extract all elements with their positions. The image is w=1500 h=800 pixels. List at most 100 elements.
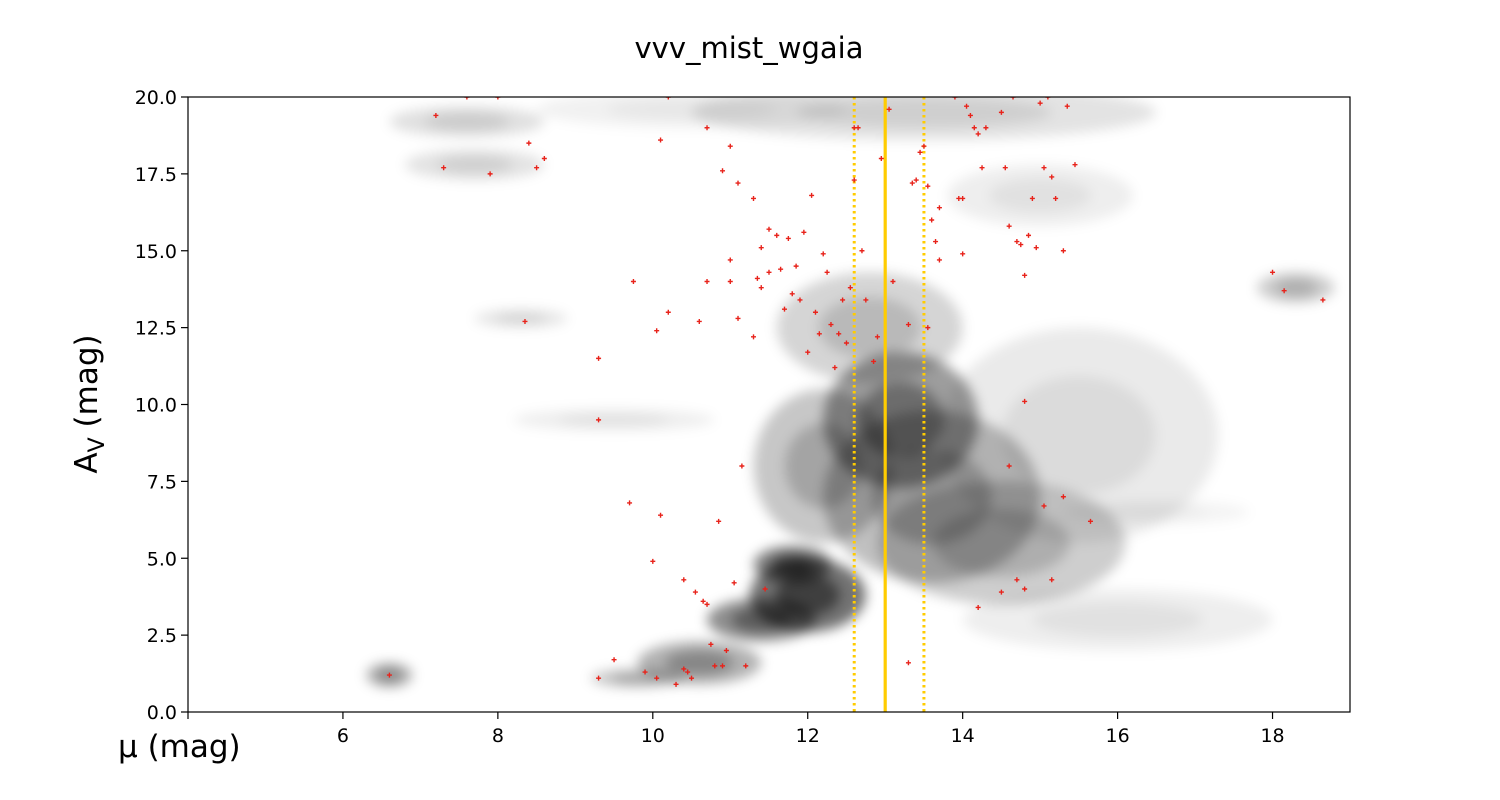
data-point-38: [720, 663, 726, 669]
data-point-70: [824, 269, 830, 275]
data-point-134: [905, 660, 911, 666]
data-point-48: [743, 663, 749, 669]
data-point-85: [905, 322, 911, 328]
data-point-135: [1270, 269, 1276, 275]
y-axis-label: AV (mag): [69, 334, 110, 473]
density-core-17: [1274, 279, 1318, 297]
density-core-21: [1105, 505, 1207, 519]
data-point-75: [843, 340, 849, 346]
y-tick-label-6: 15.0: [135, 241, 177, 263]
data-point-17: [650, 558, 656, 564]
data-point-114: [1029, 195, 1035, 201]
density-core-16: [558, 413, 670, 426]
y-tick-label-3: 7.5: [147, 471, 177, 493]
data-point-29: [692, 589, 698, 595]
data-point-104: [979, 165, 985, 171]
data-point-65: [805, 349, 811, 355]
data-point-1: [433, 112, 439, 118]
y-axis-label-main: A: [69, 452, 105, 473]
data-point-128: [1049, 577, 1055, 583]
y-axis-label-sub: V: [85, 437, 110, 452]
data-point-83: [878, 156, 884, 161]
y-axis-label-unit: (mag): [69, 334, 105, 437]
data-point-39: [720, 168, 726, 174]
data-point-40: [723, 648, 729, 653]
data-point-57: [774, 232, 780, 238]
data-point-82: [874, 334, 880, 340]
data-point-62: [793, 263, 799, 269]
data-point-33: [704, 279, 710, 284]
y-axis: 0.0 2.5 5.0 7.5 10.0 12.5 15.0 17.5 20.0: [135, 87, 188, 724]
data-point-80: [863, 297, 869, 303]
data-point-18: [654, 675, 660, 681]
data-point-93: [933, 239, 939, 245]
data-point-52: [758, 245, 764, 251]
density-core-2: [731, 607, 792, 632]
data-point-27: [685, 669, 691, 675]
data-point-73: [836, 331, 842, 337]
x-tick-label-4: 12: [796, 725, 820, 747]
x-tick-label-7: 18: [1260, 725, 1284, 747]
data-point-87: [913, 177, 919, 183]
data-point-0: [386, 672, 392, 678]
y-tick-label-0: 0.0: [147, 702, 177, 724]
data-point-117: [1041, 165, 1047, 171]
data-point-49: [751, 195, 757, 201]
x-tick-label-6: 16: [1106, 725, 1130, 747]
data-point-95: [936, 205, 942, 211]
x-axis-label: μ (mag): [118, 729, 241, 765]
data-point-91: [925, 325, 931, 331]
data-point-53: [758, 285, 764, 291]
density-core-20: [989, 178, 1092, 213]
data-point-5: [487, 171, 493, 177]
density-core-15: [495, 313, 547, 324]
data-point-9: [522, 318, 528, 324]
data-point-99: [960, 195, 966, 201]
x-axis: 6 8 10 12 14 16 18: [187, 712, 1285, 747]
data-point-55: [766, 226, 772, 232]
data-point-130: [1060, 494, 1066, 500]
x-tick-label-3: 10: [641, 725, 665, 747]
data-point-24: [673, 681, 679, 687]
data-point-118: [1045, 97, 1051, 100]
data-point-122: [1064, 103, 1070, 109]
data-point-54: [762, 586, 768, 592]
data-point-100: [964, 103, 970, 109]
data-point-19: [658, 512, 664, 518]
data-point-60: [785, 235, 791, 241]
data-point-68: [816, 331, 822, 337]
density-core-9: [818, 297, 921, 359]
data-point-32: [704, 601, 710, 607]
density-core-11: [1032, 602, 1203, 637]
data-point-107: [1002, 165, 1008, 171]
data-point-69: [820, 251, 826, 257]
data-point-58: [778, 266, 784, 272]
x-tick-label-5: 14: [951, 725, 975, 747]
data-point-88: [917, 149, 923, 155]
data-point-56: [766, 269, 772, 275]
data-point-103: [975, 131, 981, 137]
data-points: [386, 97, 1326, 687]
data-point-102: [971, 125, 977, 131]
data-point-123: [1072, 162, 1078, 168]
data-point-25: [681, 577, 687, 583]
data-point-92: [929, 217, 935, 223]
data-point-78: [859, 248, 865, 254]
data-point-113: [1026, 232, 1032, 238]
data-point-66: [809, 192, 815, 198]
data-point-96: [952, 97, 958, 100]
data-point-67: [812, 309, 818, 315]
data-point-47: [739, 463, 745, 469]
data-point-84: [890, 279, 896, 284]
data-point-20: [654, 328, 660, 334]
y-tick-label-1: 2.5: [147, 625, 177, 647]
data-point-45: [735, 180, 741, 186]
x-tick-label-2: 8: [492, 725, 504, 747]
data-point-119: [1049, 174, 1055, 180]
data-point-63: [797, 297, 803, 303]
data-point-41: [727, 257, 733, 263]
density-blob-21: [1063, 499, 1250, 525]
data-point-11: [596, 417, 602, 423]
data-point-4: [441, 165, 447, 171]
